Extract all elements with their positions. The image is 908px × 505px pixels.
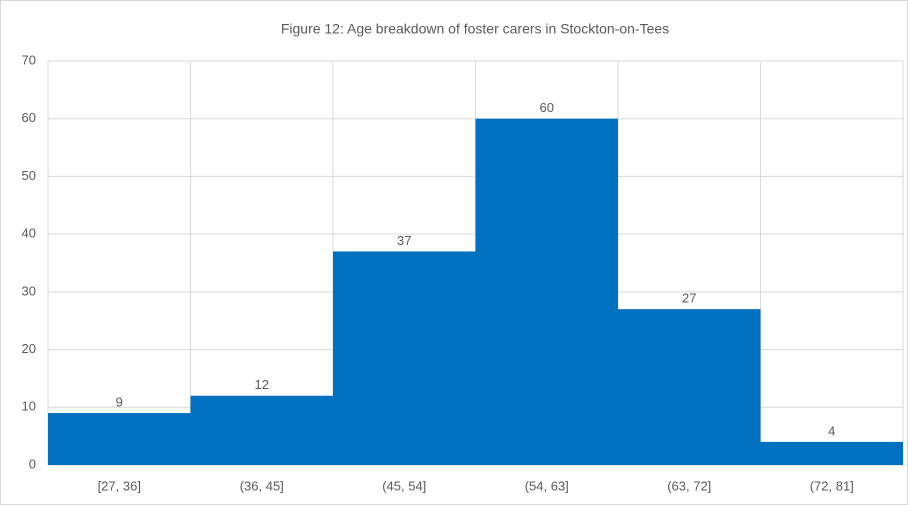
y-tick-label: 40 xyxy=(22,226,36,241)
x-tick-label: (54, 63] xyxy=(525,478,569,493)
x-tick-label: (36, 45] xyxy=(240,478,284,493)
data-label: 12 xyxy=(255,377,269,392)
bar xyxy=(475,118,618,465)
data-label: 60 xyxy=(540,100,554,115)
bar xyxy=(618,309,761,465)
y-tick-label: 10 xyxy=(22,399,36,414)
x-tick-label: (72, 81] xyxy=(810,478,854,493)
bar xyxy=(333,251,476,465)
y-tick-label: 20 xyxy=(22,341,36,356)
bar xyxy=(48,413,191,465)
y-tick-label: 50 xyxy=(22,168,36,183)
data-label: 9 xyxy=(116,394,123,409)
x-tick-label: [27, 36] xyxy=(98,478,141,493)
x-tick-label: (45, 54] xyxy=(382,478,426,493)
y-tick-label: 70 xyxy=(22,52,36,67)
y-tick-label: 0 xyxy=(29,456,36,471)
y-tick-label: 60 xyxy=(22,110,36,125)
y-tick-label: 30 xyxy=(22,283,36,298)
bar xyxy=(760,441,903,465)
bar xyxy=(190,395,333,465)
chart-title: Figure 12: Age breakdown of foster carer… xyxy=(281,21,669,37)
x-tick-label: (63, 72] xyxy=(667,478,711,493)
data-label: 37 xyxy=(397,233,411,248)
data-label: 27 xyxy=(682,291,696,306)
data-label: 4 xyxy=(828,423,835,438)
